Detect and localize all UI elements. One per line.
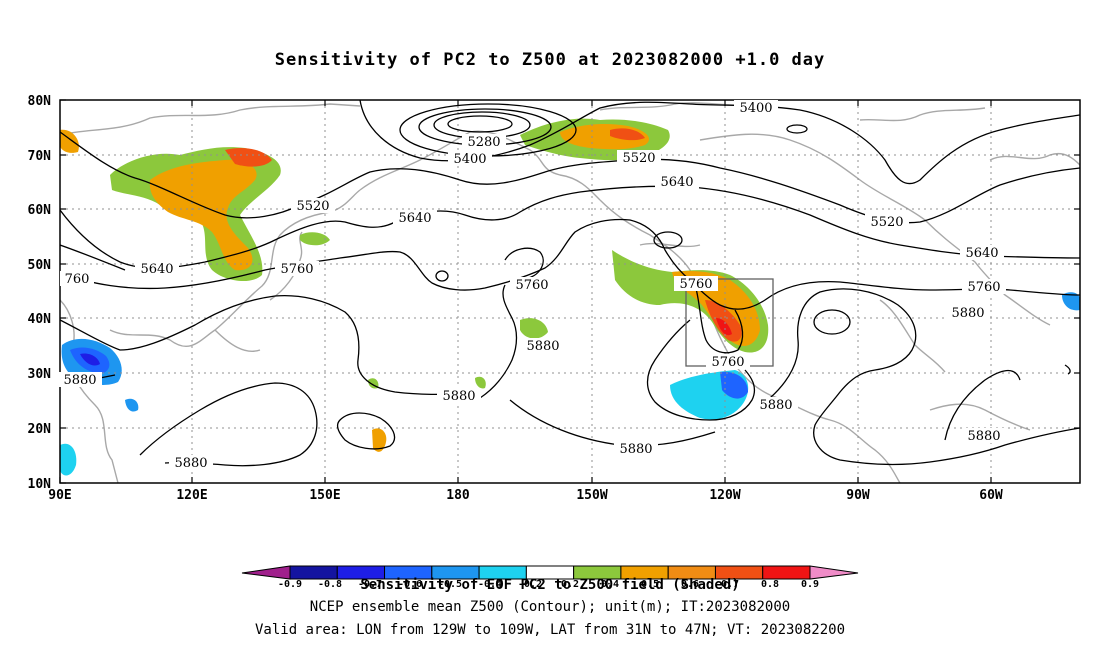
- lon-label-60w: 60W: [979, 488, 1003, 503]
- contour-label: 5880: [58, 372, 102, 388]
- colorbar-tick-label: -0.4: [478, 579, 502, 590]
- svg-text:760: 760: [65, 272, 90, 287]
- svg-text:5880: 5880: [526, 339, 559, 354]
- colorbar-swatch: [809, 565, 859, 580]
- contour-label: 5640: [135, 261, 179, 277]
- colorbar-tick-label: 0.9: [801, 579, 819, 590]
- svg-text:5280: 5280: [467, 135, 500, 150]
- contour-label: 5400: [734, 100, 778, 116]
- svg-text:5640: 5640: [140, 262, 173, 277]
- contour-label: 5760: [510, 277, 554, 293]
- svg-text:5880: 5880: [619, 442, 652, 457]
- svg-text:5880: 5880: [951, 306, 984, 321]
- colorbar-tick-label: 0.2: [561, 579, 579, 590]
- contour-label: 5760: [962, 279, 1006, 295]
- colorbar-tick-label: -0.7: [358, 579, 382, 590]
- graticule: [60, 100, 1080, 483]
- lon-label-90w: 90W: [846, 488, 870, 503]
- colorbar-tick-label: -0.8: [318, 579, 342, 590]
- footer-caption-valid-area: Valid area: LON from 129W to 109W, LAT f…: [254, 622, 845, 638]
- contour-label: 5760: [674, 276, 718, 292]
- footer-caption-contour: NCEP ensemble mean Z500 (Contour); unit(…: [309, 599, 791, 615]
- colorbar: -0.9 -0.8 -0.7 -0.6 -0.5 -0.4 -0.2 0.2 0.4 0.5 0.6…: [241, 565, 859, 590]
- svg-text:5880: 5880: [759, 398, 792, 413]
- lon-label-120e: 120E: [176, 488, 207, 503]
- plot-frame: [59, 99, 1081, 484]
- svg-text:5520: 5520: [870, 215, 903, 230]
- chart-title: Sensitivity of PC2 to Z500 at 2023082000…: [274, 50, 826, 70]
- colorbar-tick-label: -0.9: [278, 579, 302, 590]
- lat-label-70n: 70N: [28, 149, 52, 164]
- colorbar-tick-label: 0.6: [681, 579, 699, 590]
- colorbar-tick-label: 0.4: [601, 579, 619, 590]
- svg-text:5640: 5640: [660, 175, 693, 190]
- svg-text:5880: 5880: [63, 373, 96, 388]
- colorbar-tick-label: -0.2: [518, 579, 542, 590]
- lon-label-180: 180: [446, 488, 470, 503]
- svg-text:5760: 5760: [711, 355, 744, 370]
- colorbar-tick-label: -0.5: [438, 579, 462, 590]
- contour-label: 5400: [448, 151, 492, 167]
- contour-label: 5880: [946, 305, 990, 321]
- svg-text:5640: 5640: [965, 246, 998, 261]
- svg-text:5640: 5640: [398, 211, 431, 226]
- svg-text:5400: 5400: [739, 101, 772, 116]
- svg-text:5880: 5880: [442, 389, 475, 404]
- lat-label-50n: 50N: [28, 258, 52, 273]
- colorbar-tick-label: -0.6: [398, 579, 422, 590]
- lon-label-150e: 150E: [309, 488, 340, 503]
- svg-text:5400: 5400: [453, 152, 486, 167]
- lon-label-120w: 120W: [709, 488, 740, 503]
- lat-label-20n: 20N: [28, 422, 52, 437]
- contour-label: 5640: [393, 210, 437, 226]
- svg-text:5760: 5760: [967, 280, 1000, 295]
- lon-label-90e: 90E: [48, 488, 71, 503]
- contour-label: 5880: [962, 428, 1006, 444]
- contour-label: 5520: [865, 214, 909, 230]
- contour-label: 5760: [275, 261, 319, 277]
- contour-label: 5880: [754, 397, 798, 413]
- lat-label-80n: 80N: [28, 94, 52, 109]
- svg-text:5520: 5520: [622, 151, 655, 166]
- shaded-sensitivity: [60, 118, 1080, 476]
- svg-text:5760: 5760: [679, 277, 712, 292]
- contour-label: 5880: [614, 441, 658, 457]
- contour-label: 5640: [960, 245, 1004, 261]
- contour-label: 5520: [291, 198, 335, 214]
- lon-label-150w: 150W: [576, 488, 607, 503]
- lat-label-40n: 40N: [28, 312, 52, 327]
- colorbar-tick-label: 0.7: [721, 579, 739, 590]
- svg-text:5760: 5760: [280, 262, 313, 277]
- colorbar-tick-label: 0.8: [761, 579, 779, 590]
- contour-label: 760: [60, 271, 94, 287]
- svg-text:5520: 5520: [296, 199, 329, 214]
- z500-contours: [60, 100, 1080, 467]
- contour-label: 5280: [462, 134, 506, 150]
- footer-caption-shaded: Sensitivity of EOF PC2 to Z500 field (Sh…: [360, 577, 740, 593]
- contour-label: 5880: [521, 338, 565, 354]
- lat-label-60n: 60N: [28, 203, 52, 218]
- contour-label: 5760: [706, 354, 750, 370]
- lat-label-30n: 30N: [28, 367, 52, 382]
- contour-label: 5520: [617, 150, 661, 166]
- axis-ticks: [59, 99, 1080, 484]
- contour-label: 5880: [169, 455, 213, 471]
- lat-label-10n: 10N: [28, 477, 52, 492]
- colorbar-tick-label: 0.5: [641, 579, 659, 590]
- svg-text:5760: 5760: [515, 278, 548, 293]
- contour-label: 5640: [655, 174, 699, 190]
- contour-label: 5880: [437, 388, 481, 404]
- svg-text:5880: 5880: [174, 456, 207, 471]
- svg-text:5880: 5880: [967, 429, 1000, 444]
